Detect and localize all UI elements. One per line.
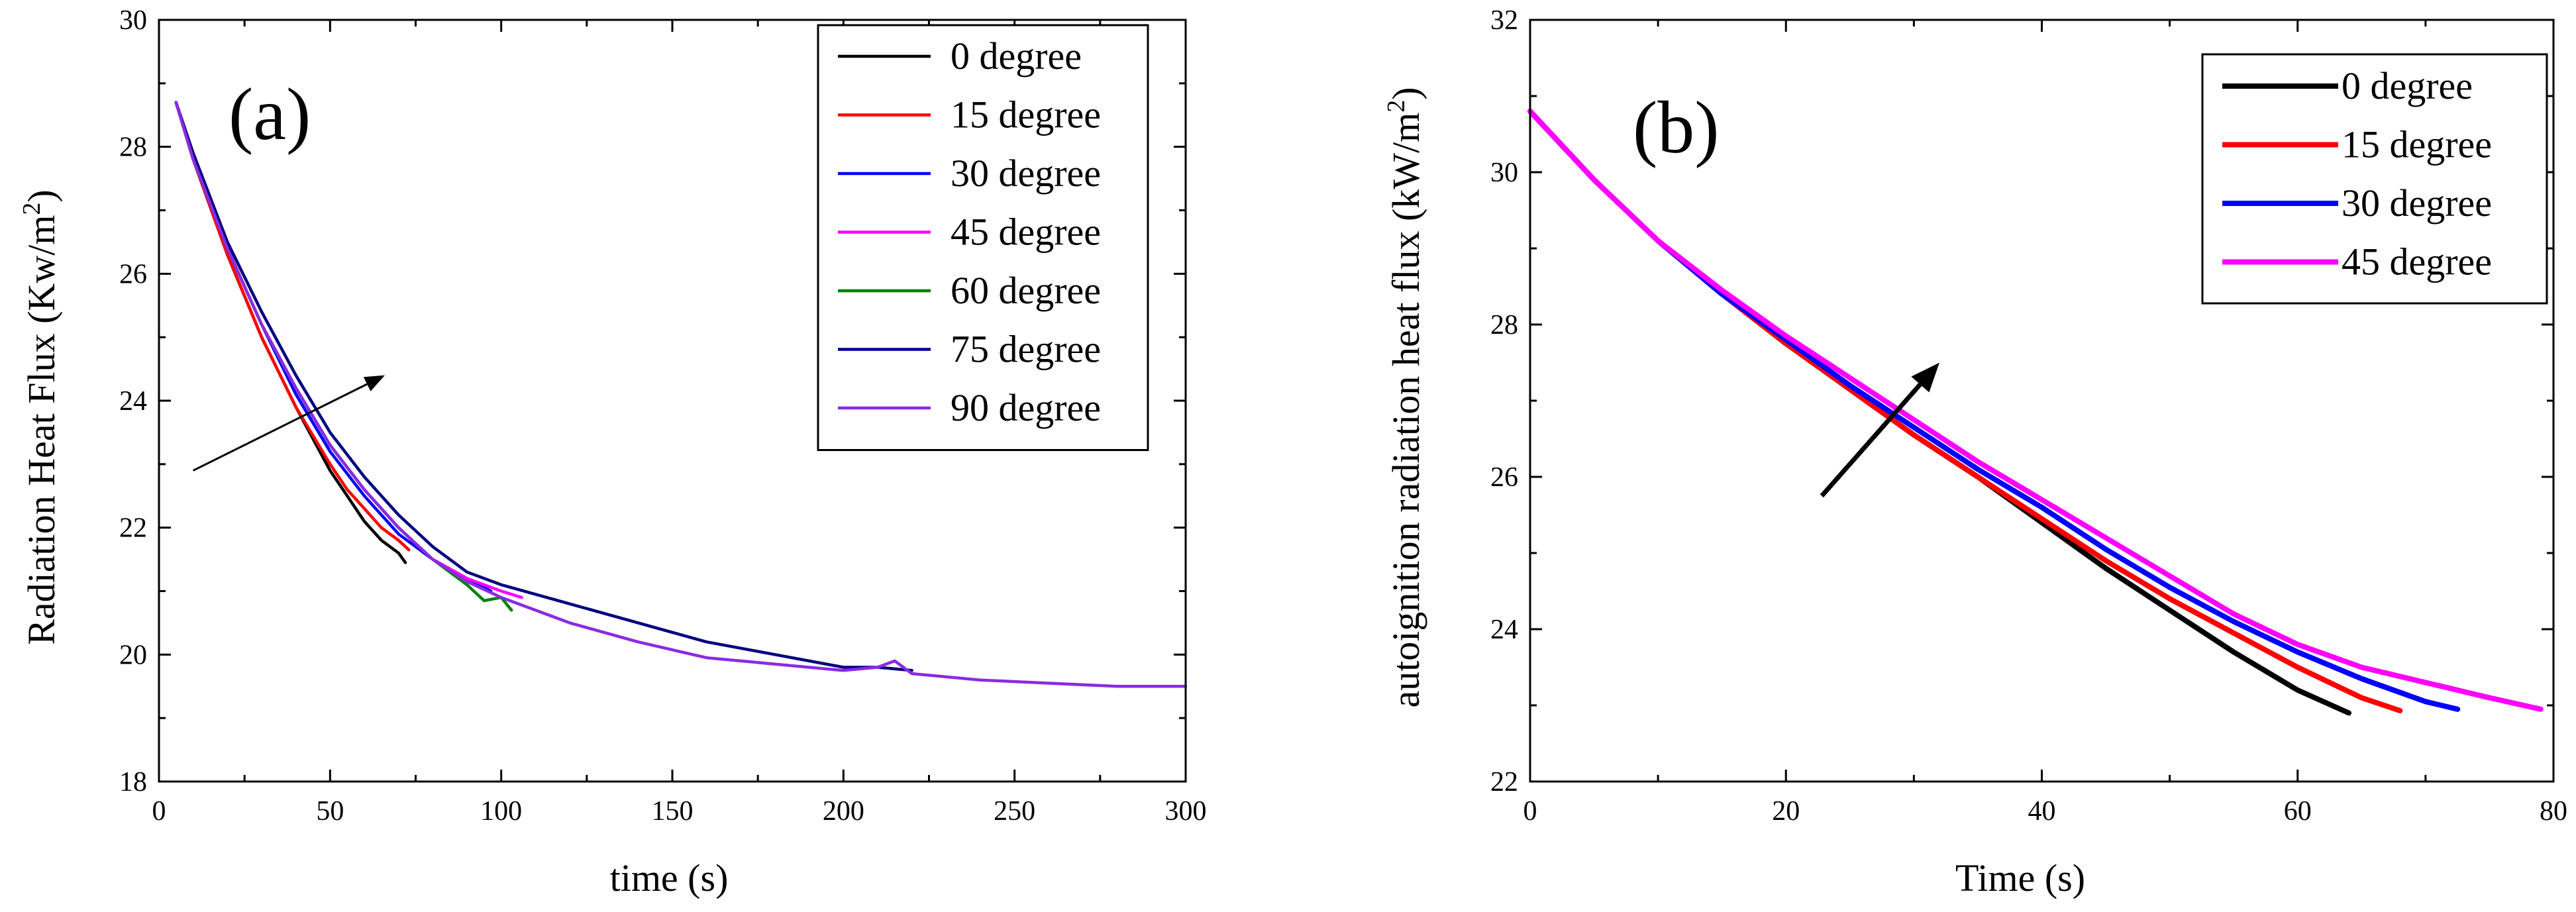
trend-arrow-shaft (1820, 383, 1922, 498)
panel-a-y-axis-label-main: Radiation Heat Flux (Kw/m (20, 215, 63, 645)
series-line-45-degree (1527, 109, 2544, 712)
y-tick-label: 22 (119, 513, 147, 544)
y-tick-label: 24 (119, 386, 147, 417)
panel-b-series (1527, 109, 2544, 716)
legend-label: 60 degree (951, 269, 1101, 312)
y-tick-label: 32 (1490, 5, 1518, 36)
panel-b-legend: 0 degree 15 degree 30 degree 45 degree (2201, 53, 2548, 305)
panel-b-y-axis-label: autoignition radiation heat flux (kW/m2) (1382, 87, 1427, 707)
panel-a-trend-arrow (192, 375, 385, 472)
panel-b-y-axis-label-main: autoignition radiation heat flux (kW/m (1384, 113, 1427, 708)
panel-b-plot-frame (1529, 19, 2555, 783)
x-tick-label: 0 (152, 796, 166, 827)
x-tick-label: 20 (1772, 796, 1800, 827)
panel-a-x-axis-label: time (s) (610, 856, 729, 899)
panel-b-y-axis-label-sup: 2 (1382, 100, 1410, 113)
panel-a-series (174, 101, 1188, 688)
series-line-75-degree (174, 101, 913, 672)
legend-label: 0 degree (2342, 64, 2473, 107)
legend-label: 90 degree (951, 386, 1101, 429)
panel-a-y-axis-label: Radiation Heat Flux (Kw/m2) (18, 189, 63, 645)
y-tick-label: 28 (1490, 310, 1518, 340)
trend-arrow-head (363, 375, 385, 391)
trend-arrow-shaft (192, 383, 368, 472)
series-line-90-degree (174, 101, 1188, 688)
chart-panel-b: 0 20 40 60 80 22 24 26 28 30 32 (b) Time (s) autoi… (1382, 5, 2567, 899)
panel-a-ticks: 0 50 100 150 200 250 300 18 20 22 24 26 28 30 (119, 5, 1207, 827)
panel-a-legend: 0 degree 15 degree 30 degree 45 degree 60 de… (817, 24, 1149, 451)
panel-b-x-axis-label: Time (s) (1955, 856, 2085, 899)
panel-a-plot-frame (158, 19, 1187, 783)
y-tick-label: 22 (1490, 767, 1518, 797)
y-tick-label: 30 (119, 5, 147, 36)
x-tick-label: 40 (2028, 796, 2056, 827)
legend-label: 30 degree (951, 152, 1101, 195)
trend-arrow-head (1911, 362, 1939, 393)
x-tick-label: 60 (2284, 796, 2312, 827)
chart-panel-a: 0 50 100 150 200 250 300 18 20 22 24 26 28 30 (a) tim… (18, 5, 1207, 899)
y-tick-label: 30 (1490, 158, 1518, 188)
x-tick-label: 200 (823, 796, 864, 827)
panel-a-y-axis-label-sup: 2 (18, 203, 46, 215)
legend-label: 30 degree (2342, 181, 2492, 225)
legend-label: 15 degree (951, 93, 1101, 136)
y-tick-label: 20 (119, 640, 147, 670)
x-tick-label: 150 (652, 796, 694, 827)
x-tick-label: 0 (1523, 796, 1537, 827)
x-tick-label: 300 (1165, 796, 1207, 827)
panel-b-label: (b) (1633, 87, 1720, 169)
series-line-15-degree (174, 101, 411, 552)
y-tick-label: 24 (1490, 615, 1518, 645)
x-tick-label: 100 (480, 796, 522, 827)
panel-b-y-axis-label-close: ) (1384, 87, 1427, 99)
x-tick-label: 80 (2540, 796, 2567, 827)
y-tick-label: 26 (1490, 462, 1518, 493)
x-tick-label: 250 (994, 796, 1035, 827)
panel-a-label: (a) (229, 74, 311, 156)
legend-label: 15 degree (2342, 123, 2492, 166)
x-tick-label: 50 (316, 796, 344, 827)
legend-label: 75 degree (951, 328, 1101, 371)
legend-label: 0 degree (951, 34, 1082, 77)
legend-box (817, 24, 1149, 451)
y-tick-label: 18 (119, 767, 147, 797)
legend-label: 45 degree (951, 211, 1101, 254)
y-tick-label: 28 (119, 132, 147, 163)
panel-a-y-axis-label-close: ) (20, 189, 63, 202)
y-tick-label: 26 (119, 259, 147, 289)
panel-b-trend-arrow (1820, 362, 1939, 498)
legend-label: 45 degree (2342, 240, 2492, 283)
